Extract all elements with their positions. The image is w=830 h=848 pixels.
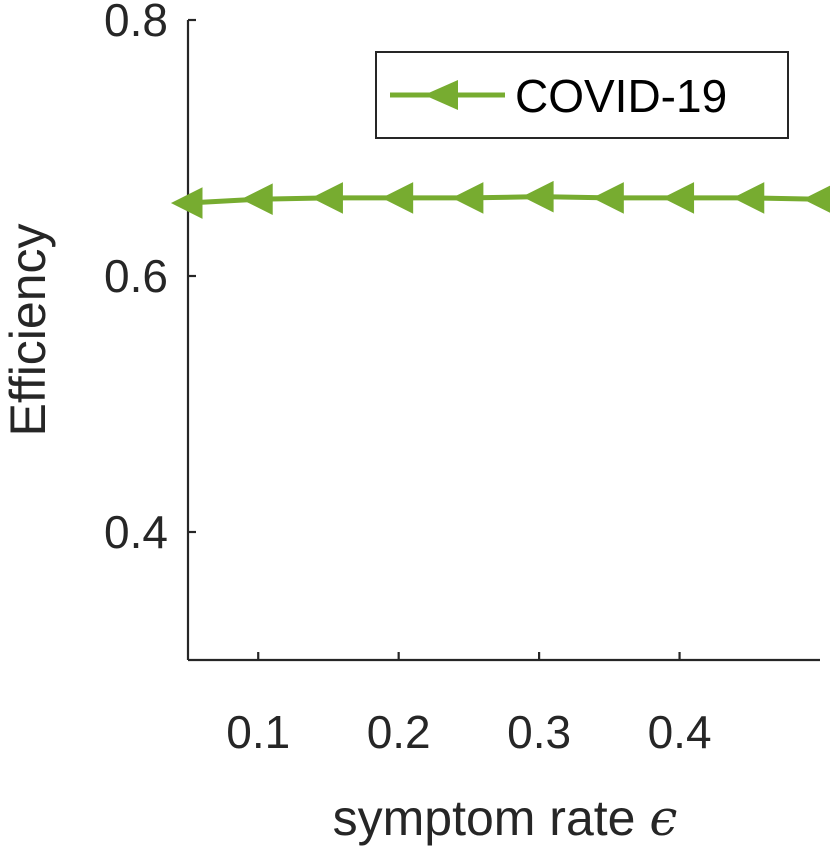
x-ticks: 0.1 0.2 0.3 0.4 — [226, 652, 712, 758]
data-point-marker — [521, 180, 554, 213]
x-axis-title-text: symptom rate — [333, 790, 636, 846]
data-point-marker — [241, 183, 273, 216]
x-tick-label: 0.1 — [226, 706, 290, 758]
x-tick-label: 0.3 — [507, 706, 571, 758]
x-tick-label: 0.2 — [367, 706, 431, 758]
data-point-marker — [381, 182, 414, 214]
data-point-marker — [732, 182, 765, 214]
legend-marker — [424, 80, 458, 110]
data-point-marker — [592, 182, 624, 214]
y-ticks: 0.4 0.6 0.8 — [104, 0, 196, 558]
y-tick-label: 0.6 — [104, 250, 168, 302]
y-axis-title: Efficiency — [0, 223, 56, 436]
data-point-marker — [311, 182, 343, 214]
legend-label: COVID-19 — [515, 70, 727, 122]
legend: COVID-19 — [375, 51, 789, 139]
x-axis-symbol: ϵ — [649, 789, 677, 847]
data-point-marker — [451, 182, 484, 214]
x-tick-label: 0.4 — [648, 706, 712, 758]
y-tick-label: 0.4 — [104, 506, 168, 558]
y-tick-label: 0.8 — [104, 0, 168, 46]
x-axis-title: symptom rate ϵ — [333, 789, 678, 847]
data-point-marker — [662, 182, 695, 214]
data-point-marker — [802, 185, 830, 213]
series-line — [187, 194, 821, 206]
series-layer — [170, 180, 830, 219]
data-point-marker — [170, 187, 203, 219]
